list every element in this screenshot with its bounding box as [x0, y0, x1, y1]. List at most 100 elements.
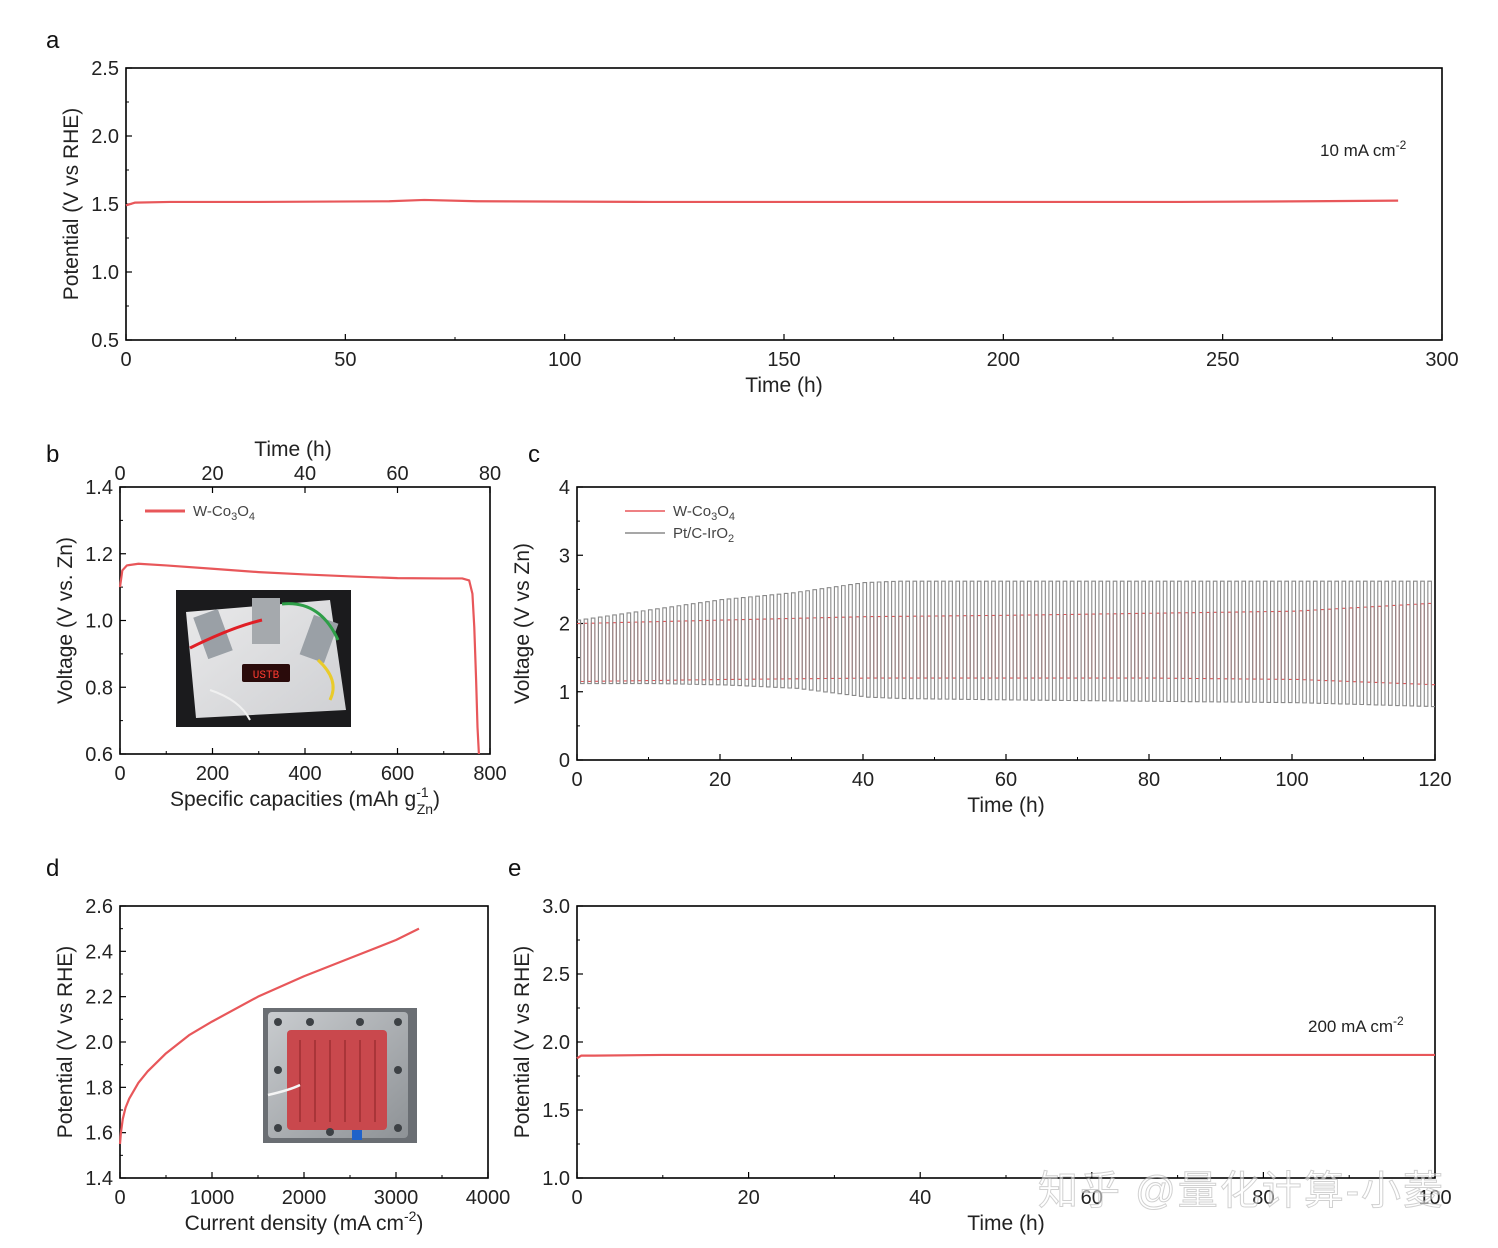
- y-tick-label: 1.5: [542, 1100, 570, 1122]
- y-tick-label: 2.6: [85, 896, 113, 918]
- panel-label: d: [46, 855, 59, 882]
- x-tick-label: 120: [1418, 769, 1451, 791]
- x-tick-label: 100: [1418, 1187, 1451, 1209]
- y-tick-label: 1.4: [85, 1168, 113, 1190]
- x2-tick-label: 40: [294, 463, 316, 485]
- y-tick-label: 1.4: [85, 477, 113, 499]
- x-tick-label: 150: [767, 349, 800, 371]
- y-axis-label: Voltage (V vs. Zn): [54, 537, 77, 704]
- series-line-w-co3o4: [576, 1053, 1435, 1060]
- legend-label: Pt/C-IrO2: [673, 525, 734, 545]
- x-tick-label: 20: [737, 1187, 759, 1209]
- x-tick-label: 2000: [282, 1187, 327, 1209]
- series-line-pt-c-iro2: [577, 580, 1435, 708]
- x-tick-label: 250: [1206, 349, 1239, 371]
- x2-tick-label: 60: [386, 463, 408, 485]
- panel-d-chart: d 0 1000 2000 3000 4000 1.4 1.6 1.8 2.0 2.2 2.4 2.6 C…: [46, 855, 510, 1235]
- led-panel-text: USTB: [253, 670, 280, 682]
- x-axis-label: Time (h): [745, 374, 822, 397]
- y-tick-label: 3: [559, 545, 570, 567]
- x-tick-label: 600: [381, 763, 414, 785]
- panel-label: a: [46, 27, 60, 54]
- series-line-w-co3o4: [118, 927, 420, 1145]
- y-axis-label: Voltage (V vs Zn): [511, 543, 534, 704]
- x-axis-label: Time (h): [967, 794, 1044, 817]
- y-tick-label: 1.2: [85, 544, 113, 566]
- series-line-w-co3o4: [125, 198, 1399, 207]
- plot-frame: [576, 905, 1436, 1179]
- x-tick-label: 200: [196, 763, 229, 785]
- current-density-annotation: 10 mA cm-2: [1320, 138, 1407, 160]
- y-tick-label: 2.5: [542, 964, 570, 986]
- y-tick-label: 2.4: [85, 941, 113, 963]
- y-tick-label: 1.0: [542, 1168, 570, 1190]
- y-tick-label: 1.0: [91, 262, 119, 284]
- x-tick-label: 3000: [374, 1187, 419, 1209]
- y-tick-label: 2.0: [91, 126, 119, 148]
- y-axis-label: Potential (V vs RHE): [60, 108, 83, 301]
- x2-tick-label: 80: [479, 463, 501, 485]
- y-tick-label: 2.0: [85, 1032, 113, 1054]
- panel-label: e: [508, 855, 521, 882]
- x-axis-label: Specific capacities (mAh g-1 Zn): [170, 784, 440, 817]
- x-tick-label: 0: [571, 1187, 582, 1209]
- y-tick-label: 0.5: [91, 330, 119, 352]
- y-tick-label: 2.0: [542, 1032, 570, 1054]
- y-tick-label: 0.8: [85, 677, 113, 699]
- legend-label: W-Co3O4: [673, 503, 735, 523]
- y-tick-label: 0.6: [85, 744, 113, 766]
- x-tick-label: 4000: [466, 1187, 511, 1209]
- plot-frame: [125, 67, 1443, 341]
- y-tick-label: 3.0: [542, 896, 570, 918]
- panel-e-chart: e 0 20 40 60 80 100 1.0 1.5 2.0 2.5 3.0 Time (h) Pote…: [508, 855, 1452, 1235]
- series-line-w-co3o4: [118, 562, 480, 755]
- x-tick-label: 100: [548, 349, 581, 371]
- panel-label: c: [528, 441, 540, 468]
- y-axis-label: Potential (V vs RHE): [511, 946, 534, 1139]
- x-tick-label: 0: [114, 763, 125, 785]
- x-tick-label: 80: [1138, 769, 1160, 791]
- y-tick-label: 1: [559, 682, 570, 704]
- y-tick-label: 1.8: [85, 1077, 113, 1099]
- x2-tick-label: 20: [201, 463, 223, 485]
- x-tick-label: 80: [1252, 1187, 1274, 1209]
- x-tick-label: 200: [987, 349, 1020, 371]
- y-axis-label: Potential (V vs RHE): [54, 946, 77, 1139]
- x-tick-label: 400: [288, 763, 321, 785]
- panel-label: b: [46, 441, 59, 468]
- x-tick-label: 60: [995, 769, 1017, 791]
- panel-a-chart: a 0 50 100 150 200 250 300 0.5 1.0 1.5 2.0 2.5 Time (…: [46, 27, 1459, 397]
- x-tick-label: 800: [473, 763, 506, 785]
- y-tick-label: 1.6: [85, 1123, 113, 1145]
- x-tick-label: 40: [909, 1187, 931, 1209]
- x2-axis-label: Time (h): [254, 438, 331, 461]
- x-tick-label: 100: [1275, 769, 1308, 791]
- x-tick-label: 50: [334, 349, 356, 371]
- panel-c-chart: c 0 20 40 60 80 100 120 0 1 2 3 4 Time (h) Voltage (V …: [511, 441, 1452, 817]
- x-axis-label: Current density (mA cm-2): [185, 1208, 424, 1235]
- x-tick-label: 300: [1425, 349, 1458, 371]
- y-tick-label: 2: [559, 614, 570, 636]
- x-tick-label: 0: [120, 349, 131, 371]
- x-tick-label: 20: [709, 769, 731, 791]
- x2-tick-label: 0: [114, 463, 125, 485]
- x-axis-label: Time (h): [967, 1212, 1044, 1235]
- y-tick-label: 1.5: [91, 194, 119, 216]
- x-tick-label: 1000: [190, 1187, 235, 1209]
- y-tick-label: 1.0: [85, 611, 113, 633]
- inset-photo-battery-led: USTB: [176, 590, 351, 727]
- x-tick-label: 60: [1081, 1187, 1103, 1209]
- y-tick-label: 2.2: [85, 987, 113, 1009]
- watermark-text: 知乎 @量化计算-小菱: [1038, 1169, 1445, 1213]
- x-tick-label: 40: [852, 769, 874, 791]
- y-tick-label: 0: [559, 750, 570, 772]
- x-tick-label: 0: [571, 769, 582, 791]
- y-tick-label: 2.5: [91, 58, 119, 80]
- legend-label: W-Co3O4: [193, 503, 255, 523]
- inset-photo-electrolyzer: [263, 1008, 417, 1143]
- y-tick-label: 4: [559, 477, 570, 499]
- x-tick-label: 0: [114, 1187, 125, 1209]
- current-density-annotation: 200 mA cm-2: [1308, 1014, 1404, 1036]
